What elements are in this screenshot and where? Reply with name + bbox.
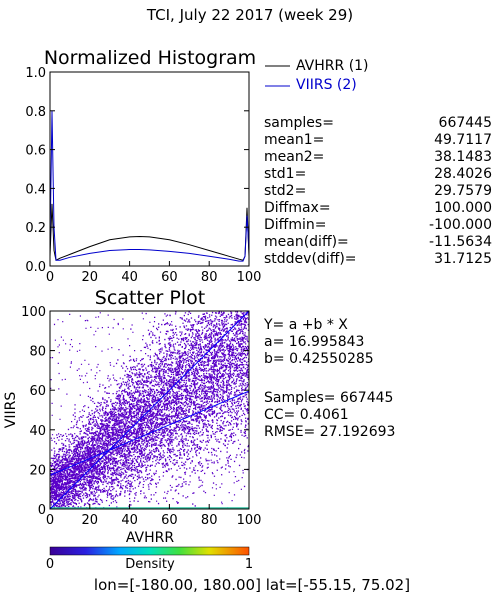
scatter-y-tick-label: 20	[29, 463, 46, 478]
histogram-x-ticks: 0 20 40 60 80 100	[46, 261, 262, 285]
stats-label: mean1=	[264, 132, 324, 148]
scatter-frame	[49, 310, 250, 510]
histogram-x-tick-label: 80	[201, 270, 218, 285]
stats-label: stddev(diff)=	[264, 251, 357, 267]
regression-samples: Samples= 667445	[264, 390, 393, 406]
histogram-x-tick-label: 20	[82, 270, 99, 285]
histogram-x-tick-label: 60	[161, 270, 178, 285]
scatter-x-ticks: 0 20 40 60 80 100	[46, 504, 262, 528]
stats-label: std1=	[264, 166, 306, 182]
scatter-y-tick-label: 0	[38, 503, 46, 518]
colorbar-max-label: 1	[245, 557, 253, 572]
stats-value: 31.7125	[434, 251, 492, 267]
histogram-x-tick-label: 0	[46, 270, 54, 285]
stats-value: 49.7117	[434, 132, 492, 148]
scatter-y-tick-label: 40	[29, 424, 46, 439]
scatter-x-tick-label: 40	[121, 513, 138, 528]
histogram-title: Normalized Histogram	[44, 47, 256, 69]
histogram-x-tick-label: 40	[121, 270, 138, 285]
stats-label: Diffmax=	[264, 200, 331, 216]
histogram-y-tick-label: 0.6	[25, 144, 46, 159]
regression-cc: CC= 0.4061	[264, 407, 349, 423]
stats-label: samples=	[264, 115, 334, 131]
stats-label: mean2=	[264, 149, 324, 165]
regression-rmse: RMSE= 27.192693	[264, 424, 395, 440]
scatter-y-tick-label: 60	[29, 384, 46, 399]
histogram-series-0	[50, 203, 249, 261]
regression-b: b= 0.42550285	[264, 351, 374, 367]
stats-value: 100.000	[434, 200, 492, 216]
regression-a: a= 16.995843	[264, 334, 364, 350]
colorbar-min-label: 0	[46, 557, 54, 572]
stats-value: 28.4026	[434, 166, 492, 182]
stats-value: 667445	[439, 115, 492, 131]
scatter-point-cloud	[50, 311, 249, 509]
stats-label: Diffmin=	[264, 217, 326, 233]
stats-block: samples= 667445 mean1= 49.7117 mean2= 38.1483…	[264, 115, 492, 267]
scatter-x-label: AVHRR	[126, 530, 175, 546]
histogram-x-tick-label: 100	[237, 270, 262, 285]
histogram-lines	[50, 110, 249, 262]
identity-line	[50, 311, 249, 509]
stats-value: -11.5634	[429, 234, 492, 250]
stats-value: 29.7579	[434, 183, 492, 199]
stats-label: mean(diff)=	[264, 234, 349, 250]
histogram-series-1	[50, 110, 249, 262]
scatter-points	[50, 311, 249, 509]
stats-value: -100.000	[429, 217, 492, 233]
figure-title: TCI, July 22 2017 (week 29)	[146, 6, 353, 24]
regression-line	[50, 390, 249, 476]
histogram-legend: AVHRR (1) VIIRS (2)	[265, 58, 369, 93]
scatter-x-tick-label: 100	[237, 513, 262, 528]
scatter-x-tick-label: 80	[201, 513, 218, 528]
scatter-lines	[50, 311, 249, 509]
stats-label: std2=	[264, 183, 306, 199]
histogram-frame	[49, 71, 250, 267]
histogram-panel: Normalized Histogram 0.00.20.40.60.81.0 …	[25, 47, 492, 285]
colorbar-gradient	[49, 546, 250, 556]
scatter-y-tick-label: 100	[21, 305, 46, 320]
regression-equation: Y= a +b * X	[263, 317, 348, 333]
scatter-y-tick-label: 80	[29, 345, 46, 360]
scatter-y-label: VIIRS	[3, 392, 19, 429]
stats-value: 38.1483	[434, 149, 492, 165]
histogram-y-tick-label: 0.4	[25, 182, 46, 197]
legend-label-viirs: VIIRS (2)	[296, 77, 357, 93]
histogram-y-tick-label: 0.0	[25, 260, 46, 275]
footer-range: lon=[-180.00, 180.00] lat=[-55.15, 75.02…	[94, 576, 410, 594]
scatter-x-tick-label: 60	[161, 513, 178, 528]
legend-label-avhrr: AVHRR (1)	[296, 58, 369, 74]
scatter-title: Scatter Plot	[95, 287, 205, 309]
histogram-y-ticks: 0.0 0.2 0.4 0.6 0.8 1.0	[25, 66, 249, 275]
scatter-panel: Scatter Plot 0 20 40 60 80 100 0 20 40 60 80 100 A…	[3, 287, 395, 546]
scatter-x-tick-label: 20	[82, 513, 99, 528]
histogram-y-tick-label: 0.2	[25, 221, 46, 236]
scatter-x-tick-label: 0	[46, 513, 54, 528]
scatter-y-ticks: 0 20 40 60 80 100	[21, 305, 249, 518]
density-colorbar: 0 Density 1	[46, 546, 253, 572]
colorbar-title: Density	[125, 557, 175, 572]
histogram-y-tick-label: 0.8	[25, 105, 46, 120]
regression-block: Y= a +b * X a= 16.995843 b= 0.42550285 S…	[263, 317, 395, 440]
histogram-y-tick-label: 1.0	[25, 66, 46, 81]
